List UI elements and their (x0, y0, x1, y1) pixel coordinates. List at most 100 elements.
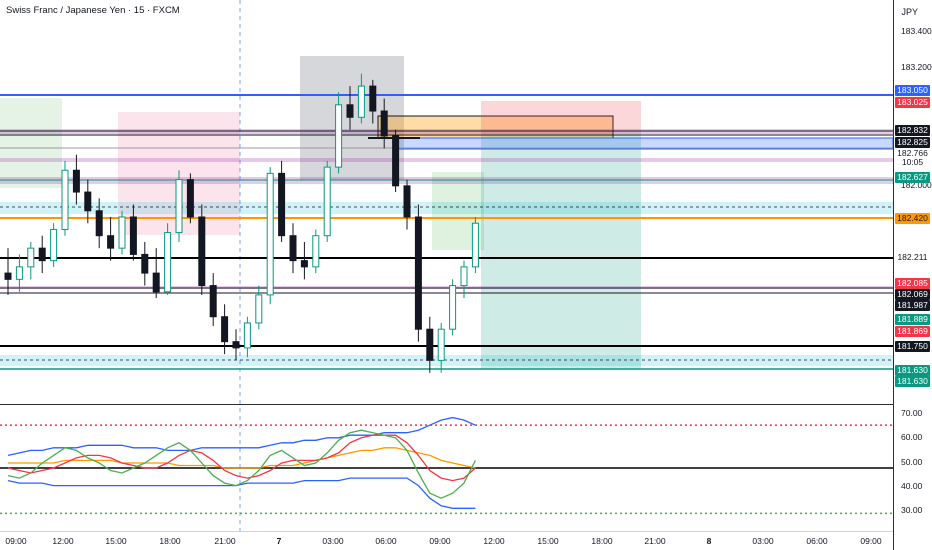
price-label: 181.630 (895, 365, 930, 376)
price-label: 182.211 (895, 252, 930, 263)
price-label: 182.420 (895, 213, 930, 224)
zone-fvg (394, 137, 894, 150)
time-tick: 18:00 (159, 536, 181, 546)
zone-level-band (0, 158, 893, 162)
position-stop-zone (481, 101, 641, 133)
candle-body (84, 191, 92, 212)
candle-body (164, 232, 172, 293)
time-tick: 09:00 (5, 536, 27, 546)
price-label: 182.085 (895, 278, 930, 289)
candle-body (243, 322, 251, 349)
candle-body (221, 316, 229, 343)
currency-label: JPY (901, 7, 918, 17)
candle-body (335, 104, 343, 168)
osc-tick: 40.00 (901, 481, 923, 491)
price-label: 182.766 (895, 148, 930, 159)
candle-body (323, 166, 331, 237)
candle-body (414, 216, 422, 330)
time-tick: 12:00 (483, 536, 505, 546)
time-tick-day: 7 (276, 536, 282, 546)
price-label: 183.025 (895, 97, 930, 108)
price-label: 181.869 (895, 326, 930, 337)
candle-body (346, 104, 354, 118)
price-label: 183.050 (895, 85, 930, 96)
candle-body (312, 235, 320, 268)
price-label: 182.832 (895, 125, 930, 136)
oscillator-series (7, 434, 476, 482)
time-axis-border (0, 531, 893, 532)
candle-body (460, 266, 468, 287)
candle-body (141, 253, 149, 274)
zone-liquidity (0, 202, 893, 214)
price-label: 181.987 (895, 300, 930, 311)
candle-body (27, 247, 35, 268)
osc-tick: 50.00 (901, 457, 923, 467)
candle-body (209, 285, 217, 318)
candle-body (403, 185, 411, 218)
time-tick: 03:00 (752, 536, 774, 546)
candle-body (392, 135, 400, 187)
time-tick: 21:00 (644, 536, 666, 546)
price-tick: 182.000 (901, 180, 932, 190)
candle-body (449, 285, 457, 330)
time-tick: 06:00 (375, 536, 397, 546)
candle-body (471, 222, 479, 268)
price-label: 181.889 (895, 314, 930, 325)
candle-body (266, 172, 274, 296)
candle-body (129, 216, 137, 255)
price-label: 181.630 (895, 376, 930, 387)
osc-tick: 30.00 (901, 505, 923, 515)
price-tick: 183.200 (901, 62, 932, 72)
candle-body (369, 85, 377, 112)
price-tick: 183.400 (901, 26, 932, 36)
time-tick: 18:00 (591, 536, 613, 546)
position-target-zone (481, 133, 641, 369)
price-label: 182.069 (895, 289, 930, 300)
candle-body (278, 172, 286, 237)
candle-body (426, 328, 434, 361)
pane-divider[interactable] (0, 404, 893, 405)
time-tick: 15:00 (105, 536, 127, 546)
candle-body (61, 169, 69, 230)
candle-body (72, 169, 80, 193)
oscillator-series (8, 447, 476, 469)
price-label: 181.750 (895, 341, 930, 352)
time-tick: 09:00 (429, 536, 451, 546)
candle-body (107, 235, 115, 249)
candle-body (300, 260, 308, 268)
candle-body (232, 341, 240, 349)
candle-body (255, 294, 263, 324)
price-label: 182.627 (895, 172, 930, 183)
oscillator-series (7, 416, 476, 457)
oscillator-series (7, 429, 476, 499)
price-axis-border (893, 0, 894, 550)
time-tick: 06:00 (806, 536, 828, 546)
candle-body (289, 235, 297, 262)
time-tick: 12:00 (52, 536, 74, 546)
time-tick: 09:00 (860, 536, 882, 546)
price-label: 182.825 (895, 137, 930, 148)
candle-body (95, 210, 103, 237)
osc-tick: 70.00 (901, 408, 923, 418)
candle-body (175, 179, 183, 234)
time-tick-day: 8 (706, 536, 712, 546)
osc-tick: 60.00 (901, 432, 923, 442)
candle-body (437, 328, 445, 361)
bar-countdown: 10:05 (895, 157, 930, 168)
candle-body (15, 266, 23, 280)
zone-liquidity (0, 355, 893, 366)
candle-body (38, 247, 46, 262)
candle-body (50, 228, 58, 262)
zone-demand (0, 98, 62, 188)
candle-body (118, 216, 126, 249)
candle-body (186, 179, 194, 218)
candle-body (380, 110, 388, 137)
time-tick: 15:00 (537, 536, 559, 546)
candle-body (4, 272, 12, 280)
time-tick: 03:00 (322, 536, 344, 546)
oscillator-series (7, 477, 476, 509)
candle-body (152, 272, 160, 293)
chart-title: Swiss Franc / Japanese Yen · 15 · FXCM (6, 5, 180, 16)
